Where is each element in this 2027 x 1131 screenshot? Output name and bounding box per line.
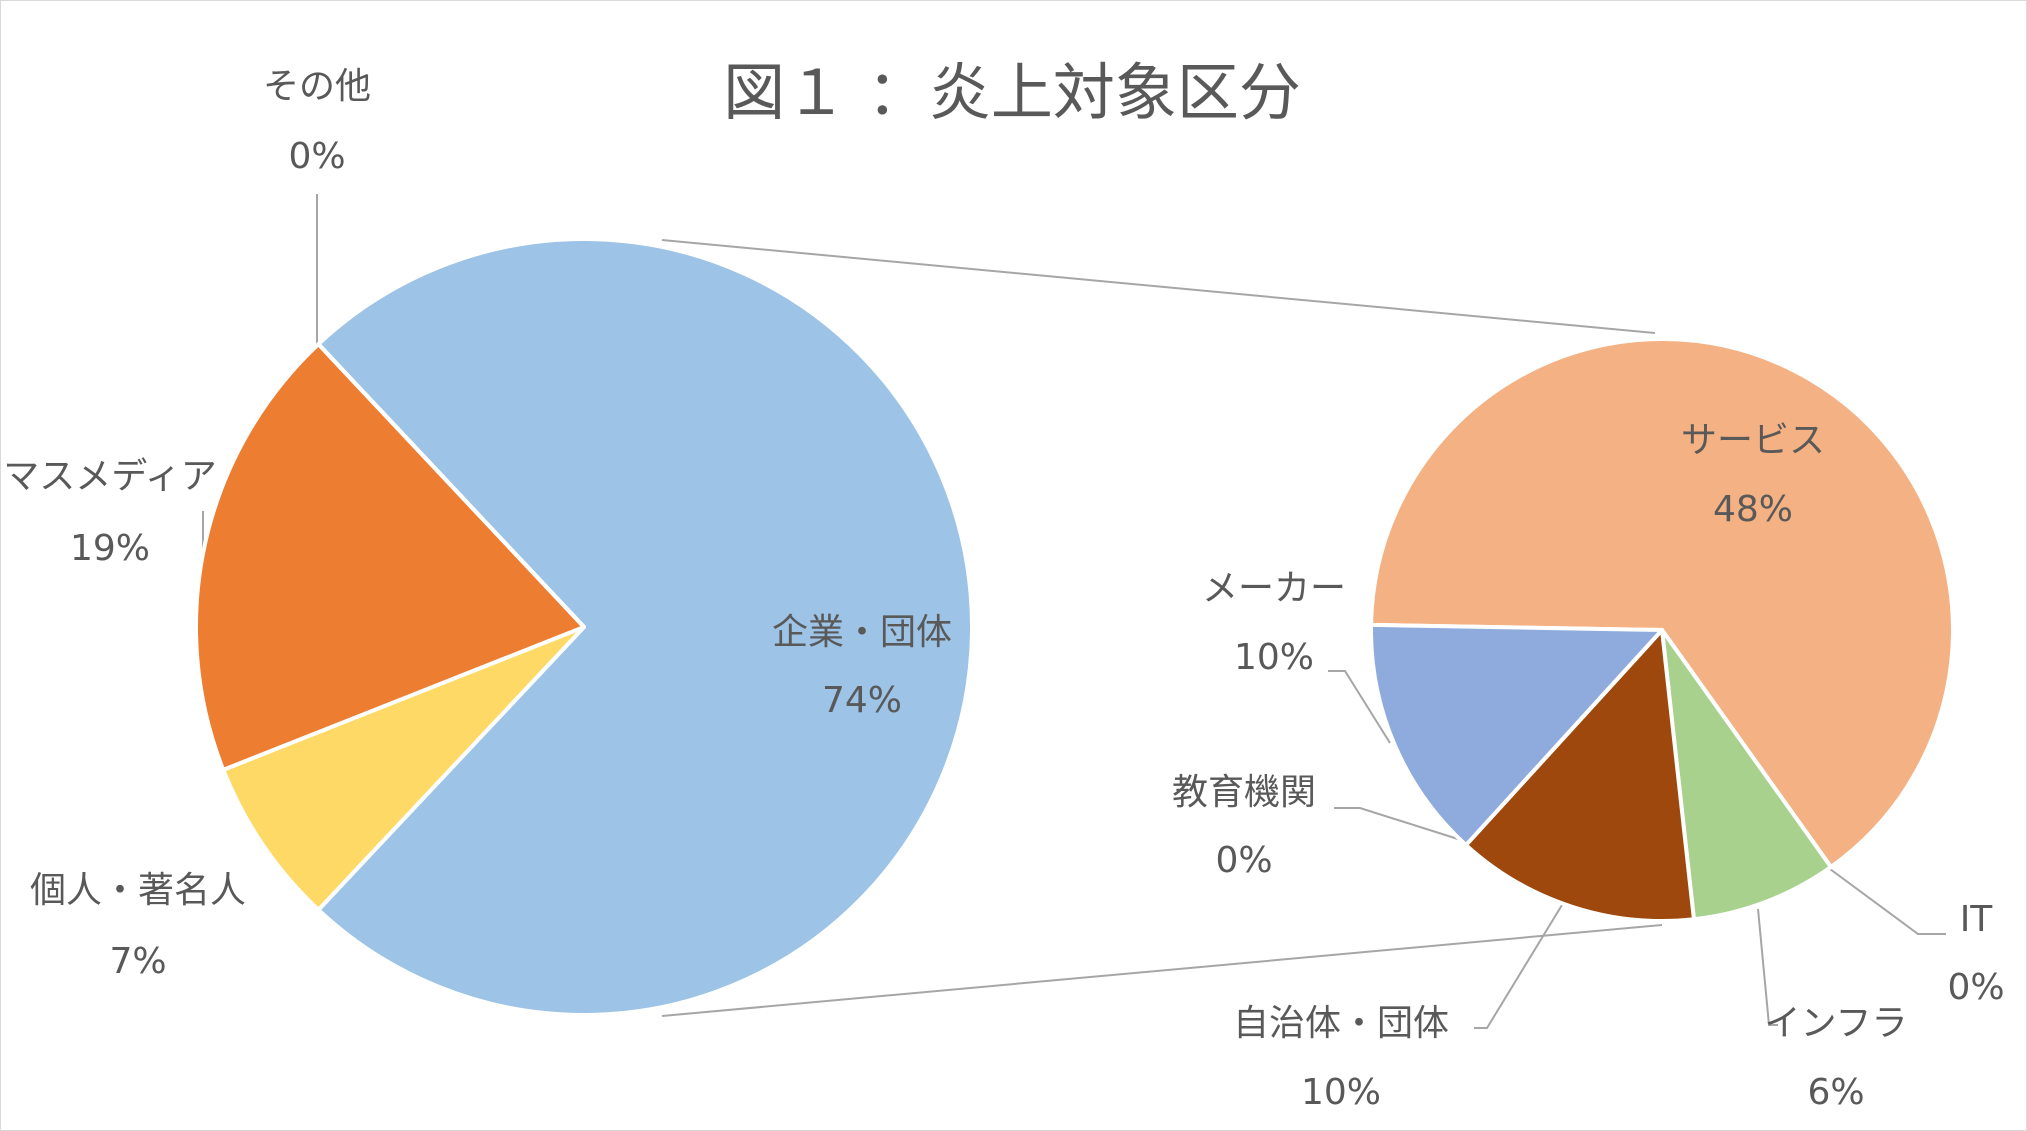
slice-label: マスメディア [3,456,216,497]
slice-label: サービス [1681,420,1825,461]
value-label: 74% [822,680,902,721]
leader-line [1328,670,1391,744]
leader-line [1474,904,1563,1029]
value-label: 10% [1301,1072,1381,1113]
value-label: 10% [1234,637,1314,678]
value-label: 0% [1215,840,1272,881]
value-label: 0% [288,136,345,177]
leader-line [1757,908,1778,1026]
leader-line [1829,868,1946,935]
pie-slice [1369,337,1955,869]
pie-slice [1369,622,1664,848]
slice-label: 企業・団体 [772,612,952,653]
value-label: 0% [1947,967,2004,1008]
slice-label: 自治体・団体 [1233,1003,1449,1044]
slice-label: IT [1960,899,1994,940]
pie-slice [1463,628,1696,923]
value-label: 48% [1713,489,1793,530]
value-label: 6% [1807,1072,1864,1113]
pie-slice [316,237,974,1017]
pie-slice [194,342,586,772]
leader-line [1334,807,1462,841]
slice-label: インフラ [1765,1003,1908,1044]
connector-line [661,924,1663,1017]
chart-title: 図１ ：炎上対象区分 [723,56,1301,129]
pie-slice [221,625,586,912]
value-label: 7% [109,941,166,982]
slice-label: その他 [263,66,371,107]
slice-label: 個人・著名人 [30,870,246,911]
slice-label: メーカー [1202,568,1346,609]
pie-slice [1660,628,1833,922]
slice-label: 教育機関 [1172,772,1316,813]
pie-slice [316,342,586,629]
connector-line [661,239,1656,334]
value-label: 19% [70,528,150,569]
